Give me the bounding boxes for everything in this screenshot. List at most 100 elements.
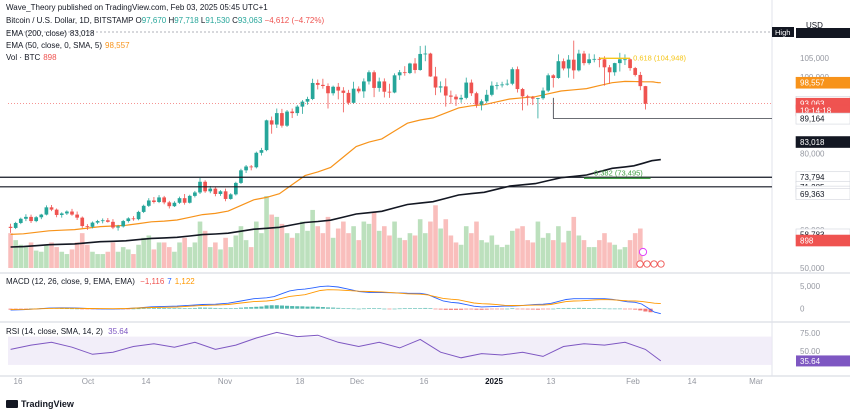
macd-hist-bar [469, 308, 474, 310]
price-label-text: 93,063 [800, 100, 825, 109]
volume-bar [489, 235, 495, 268]
volume-bar [23, 247, 29, 268]
volume-bar [407, 233, 413, 268]
volume-bar [100, 254, 106, 268]
price-label-text: 98,557 [800, 79, 825, 88]
macd-hist-bar [505, 308, 510, 310]
volume-bar [566, 230, 571, 268]
candle-body [546, 75, 551, 91]
volume-bar [187, 247, 193, 268]
candle-body [341, 90, 346, 93]
volume-bar [530, 242, 536, 268]
time-axis-tick: Dec [350, 377, 364, 386]
volume-bar [310, 209, 315, 268]
ema50-line [10, 80, 661, 235]
macd-hist-bar [172, 308, 177, 309]
grid-layer [0, 0, 850, 377]
volume-bar [13, 240, 18, 268]
macd-hist-bar [433, 308, 438, 310]
candle-body [310, 82, 315, 99]
fib-level-label: 0.382 (73,495) [594, 168, 643, 177]
candle-body [8, 226, 13, 228]
macd-axis-tick: 5,000 [800, 282, 821, 291]
macd-legend: MACD (12, 26, close, 9, EMA, EMA) −1,116… [6, 277, 195, 287]
publisher-line: Wave_Theory published on TradingView.com… [6, 3, 268, 12]
macd-hist-bar [546, 308, 551, 310]
macd-hist-bar [489, 308, 494, 310]
candle-body [469, 82, 474, 94]
candle-body [285, 111, 289, 126]
time-axis-tick: 14 [688, 377, 697, 386]
volume-bar [627, 240, 633, 268]
macd-signal-line [10, 289, 661, 311]
macd-hist-bar [331, 307, 336, 309]
candle-body [392, 75, 397, 93]
candle-body [157, 197, 161, 202]
volume-bar [499, 247, 505, 268]
price-label-text: 69,363 [800, 190, 825, 199]
ohlc-key: O [135, 16, 142, 25]
macd-axis-tick: 0 [800, 305, 805, 314]
volume-bar [182, 237, 187, 268]
indicator-value: 898 [43, 53, 57, 62]
macd-hist-bar [13, 308, 18, 310]
candle-body [111, 221, 115, 228]
macd-hist-bar [351, 308, 356, 310]
macd-hist-bar [336, 307, 341, 309]
candle-body [582, 53, 586, 64]
volume-bar [105, 251, 111, 268]
candle-body [520, 89, 525, 97]
volume-bar [453, 242, 459, 268]
volume-bar [463, 226, 469, 268]
macd-hist-bar [310, 306, 315, 309]
macd-hist-bar [617, 308, 622, 310]
ema200-layer [10, 158, 661, 248]
candle-body [131, 218, 136, 220]
event-marker-icon [643, 260, 651, 268]
volume-bar [95, 254, 100, 268]
candle-body [612, 63, 617, 73]
macd-hist-bar [448, 308, 453, 310]
time-axis-tick: 16 [14, 377, 23, 386]
volume-bar [422, 233, 428, 268]
volume-bar [545, 233, 551, 268]
volume-bar [443, 219, 449, 268]
indicator-label: EMA (50, close, 0, SMA, 5) [6, 41, 103, 50]
macd-hist-bar [18, 308, 23, 310]
candle-body [95, 221, 100, 223]
candle-body [428, 53, 433, 77]
ohlc-value: 97,670 [141, 16, 167, 25]
macd-hist-bar [151, 308, 156, 309]
volume-bar [54, 247, 59, 268]
time-axis-tick: Oct [82, 377, 95, 386]
symbol-line: Bitcoin / U.S. Dollar, 1D, BITSTAMP O97,… [6, 16, 324, 26]
macd-hist-bar [126, 308, 131, 310]
price-label-text: 73,794 [800, 173, 825, 182]
candle-body [628, 59, 632, 69]
volume-bar [279, 223, 285, 268]
candle-body [146, 200, 151, 206]
candle-body [80, 217, 85, 227]
rsi-value: 35.64 [108, 327, 129, 336]
rsi-value-box [796, 355, 850, 367]
macd-hist-bar [182, 308, 187, 309]
volume-bar [520, 226, 525, 268]
volume-bar [161, 242, 167, 268]
candle-body [254, 152, 259, 168]
candle-body [459, 97, 463, 100]
macd-hist-bar [162, 308, 167, 309]
macd-hist-bar [412, 308, 418, 309]
volume-bar [294, 233, 300, 268]
macd-hist-bar [141, 308, 146, 309]
macd-hist-bar [566, 307, 571, 309]
candle-body [377, 81, 382, 88]
macd-hist-bar [530, 308, 535, 310]
macd-hist-bar [459, 308, 464, 310]
currency-label: USD [806, 21, 823, 30]
candle-body [515, 69, 520, 90]
macd-hist-bar [228, 308, 233, 309]
volume-bar [202, 230, 208, 268]
alert-marker-icon [638, 247, 648, 257]
price-change: −4,612 (−4.72%) [264, 16, 325, 25]
